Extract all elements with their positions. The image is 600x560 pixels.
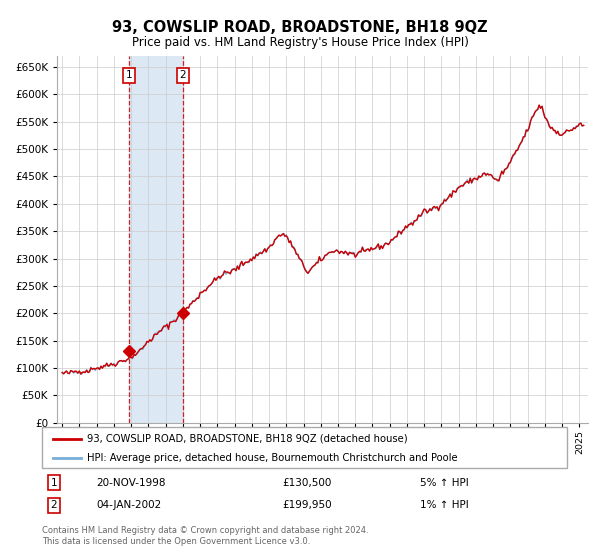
Text: 2: 2 [50, 500, 58, 510]
Text: 2: 2 [180, 70, 187, 80]
Text: 1: 1 [126, 70, 133, 80]
Text: 20-NOV-1998: 20-NOV-1998 [96, 478, 166, 488]
Text: 04-JAN-2002: 04-JAN-2002 [96, 500, 161, 510]
Text: 1: 1 [50, 478, 58, 488]
Text: HPI: Average price, detached house, Bournemouth Christchurch and Poole: HPI: Average price, detached house, Bour… [86, 452, 457, 463]
Text: 5% ↑ HPI: 5% ↑ HPI [420, 478, 469, 488]
Text: Price paid vs. HM Land Registry's House Price Index (HPI): Price paid vs. HM Land Registry's House … [131, 36, 469, 49]
Text: £130,500: £130,500 [282, 478, 331, 488]
Text: 93, COWSLIP ROAD, BROADSTONE, BH18 9QZ: 93, COWSLIP ROAD, BROADSTONE, BH18 9QZ [112, 20, 488, 35]
FancyBboxPatch shape [42, 427, 567, 468]
Bar [129, 56, 183, 423]
Text: Contains HM Land Registry data © Crown copyright and database right 2024.
This d: Contains HM Land Registry data © Crown c… [42, 526, 368, 546]
Text: 1% ↑ HPI: 1% ↑ HPI [420, 500, 469, 510]
Text: 93, COWSLIP ROAD, BROADSTONE, BH18 9QZ (detached house): 93, COWSLIP ROAD, BROADSTONE, BH18 9QZ (… [86, 433, 407, 444]
Text: £199,950: £199,950 [282, 500, 332, 510]
